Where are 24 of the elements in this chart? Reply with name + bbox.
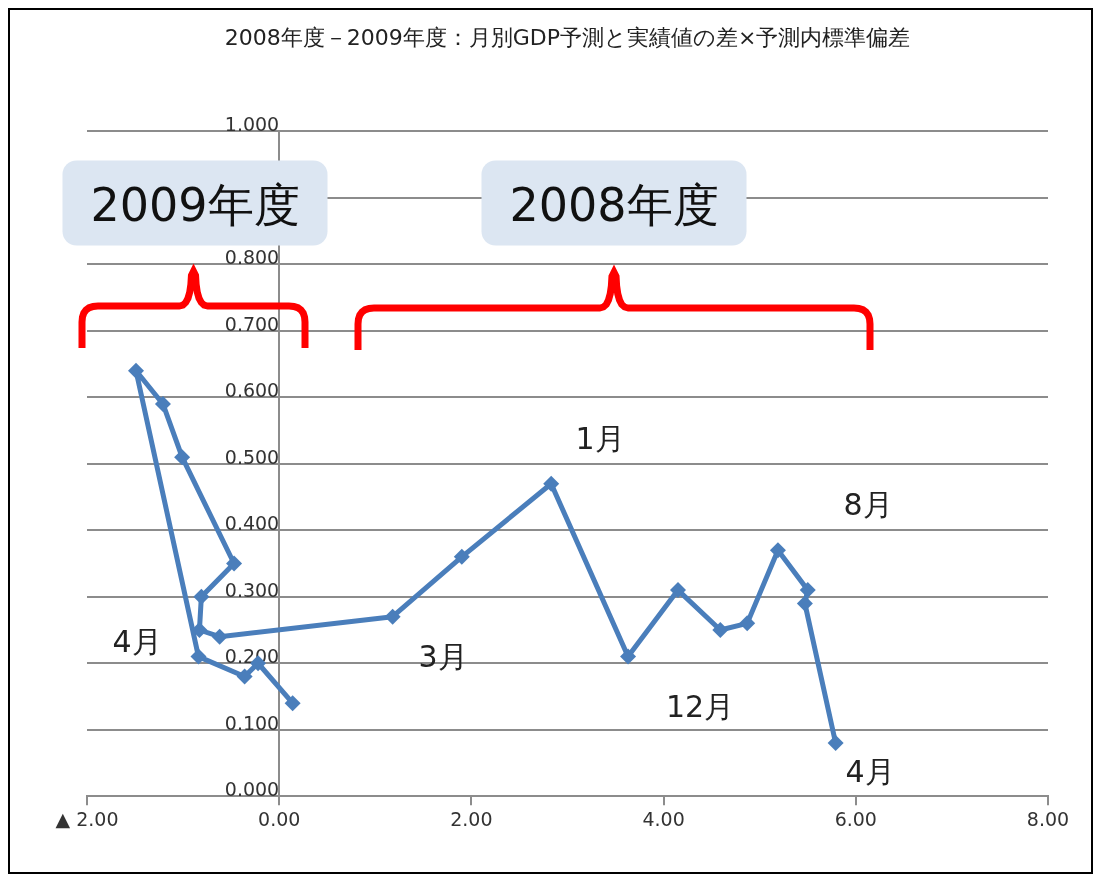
x-tick-label: 8.00 (1026, 807, 1070, 830)
annotation: 4月 (845, 754, 895, 789)
y-tick-label: 0.400 (224, 512, 280, 535)
y-tick-label: 0.100 (224, 711, 280, 734)
annotation: 1月 (575, 421, 625, 456)
y-tick-label: 0.300 (224, 578, 280, 601)
x-tick-label: 6.00 (834, 807, 877, 830)
x-tick-label: 0.00 (258, 807, 301, 830)
annotation: 12月 (665, 689, 735, 724)
y-tick-label: 0.500 (224, 445, 280, 468)
annotation: 3月 (418, 639, 468, 674)
x-tick-label: ▲ 2.00 (55, 807, 119, 830)
y-tick-label: 0.800 (224, 246, 280, 269)
y-tick-label: 1.000 (224, 113, 280, 136)
y-tick-label: 0.700 (224, 312, 280, 335)
annotation: 2009年度 (90, 178, 300, 232)
x-tick-label: 2.00 (450, 807, 493, 830)
y-tick-label: 0.000 (224, 778, 280, 801)
annotation: 2008年度 (509, 178, 719, 232)
annotation: 8月 (843, 487, 893, 522)
y-tick-label: 0.600 (224, 379, 280, 402)
annotation: 4月 (112, 624, 162, 659)
x-tick-label: 4.00 (642, 807, 685, 830)
chart-title: 2008年度－2009年度：月別GDP予測と実績値の差×予測内標準偏差 (224, 24, 911, 50)
